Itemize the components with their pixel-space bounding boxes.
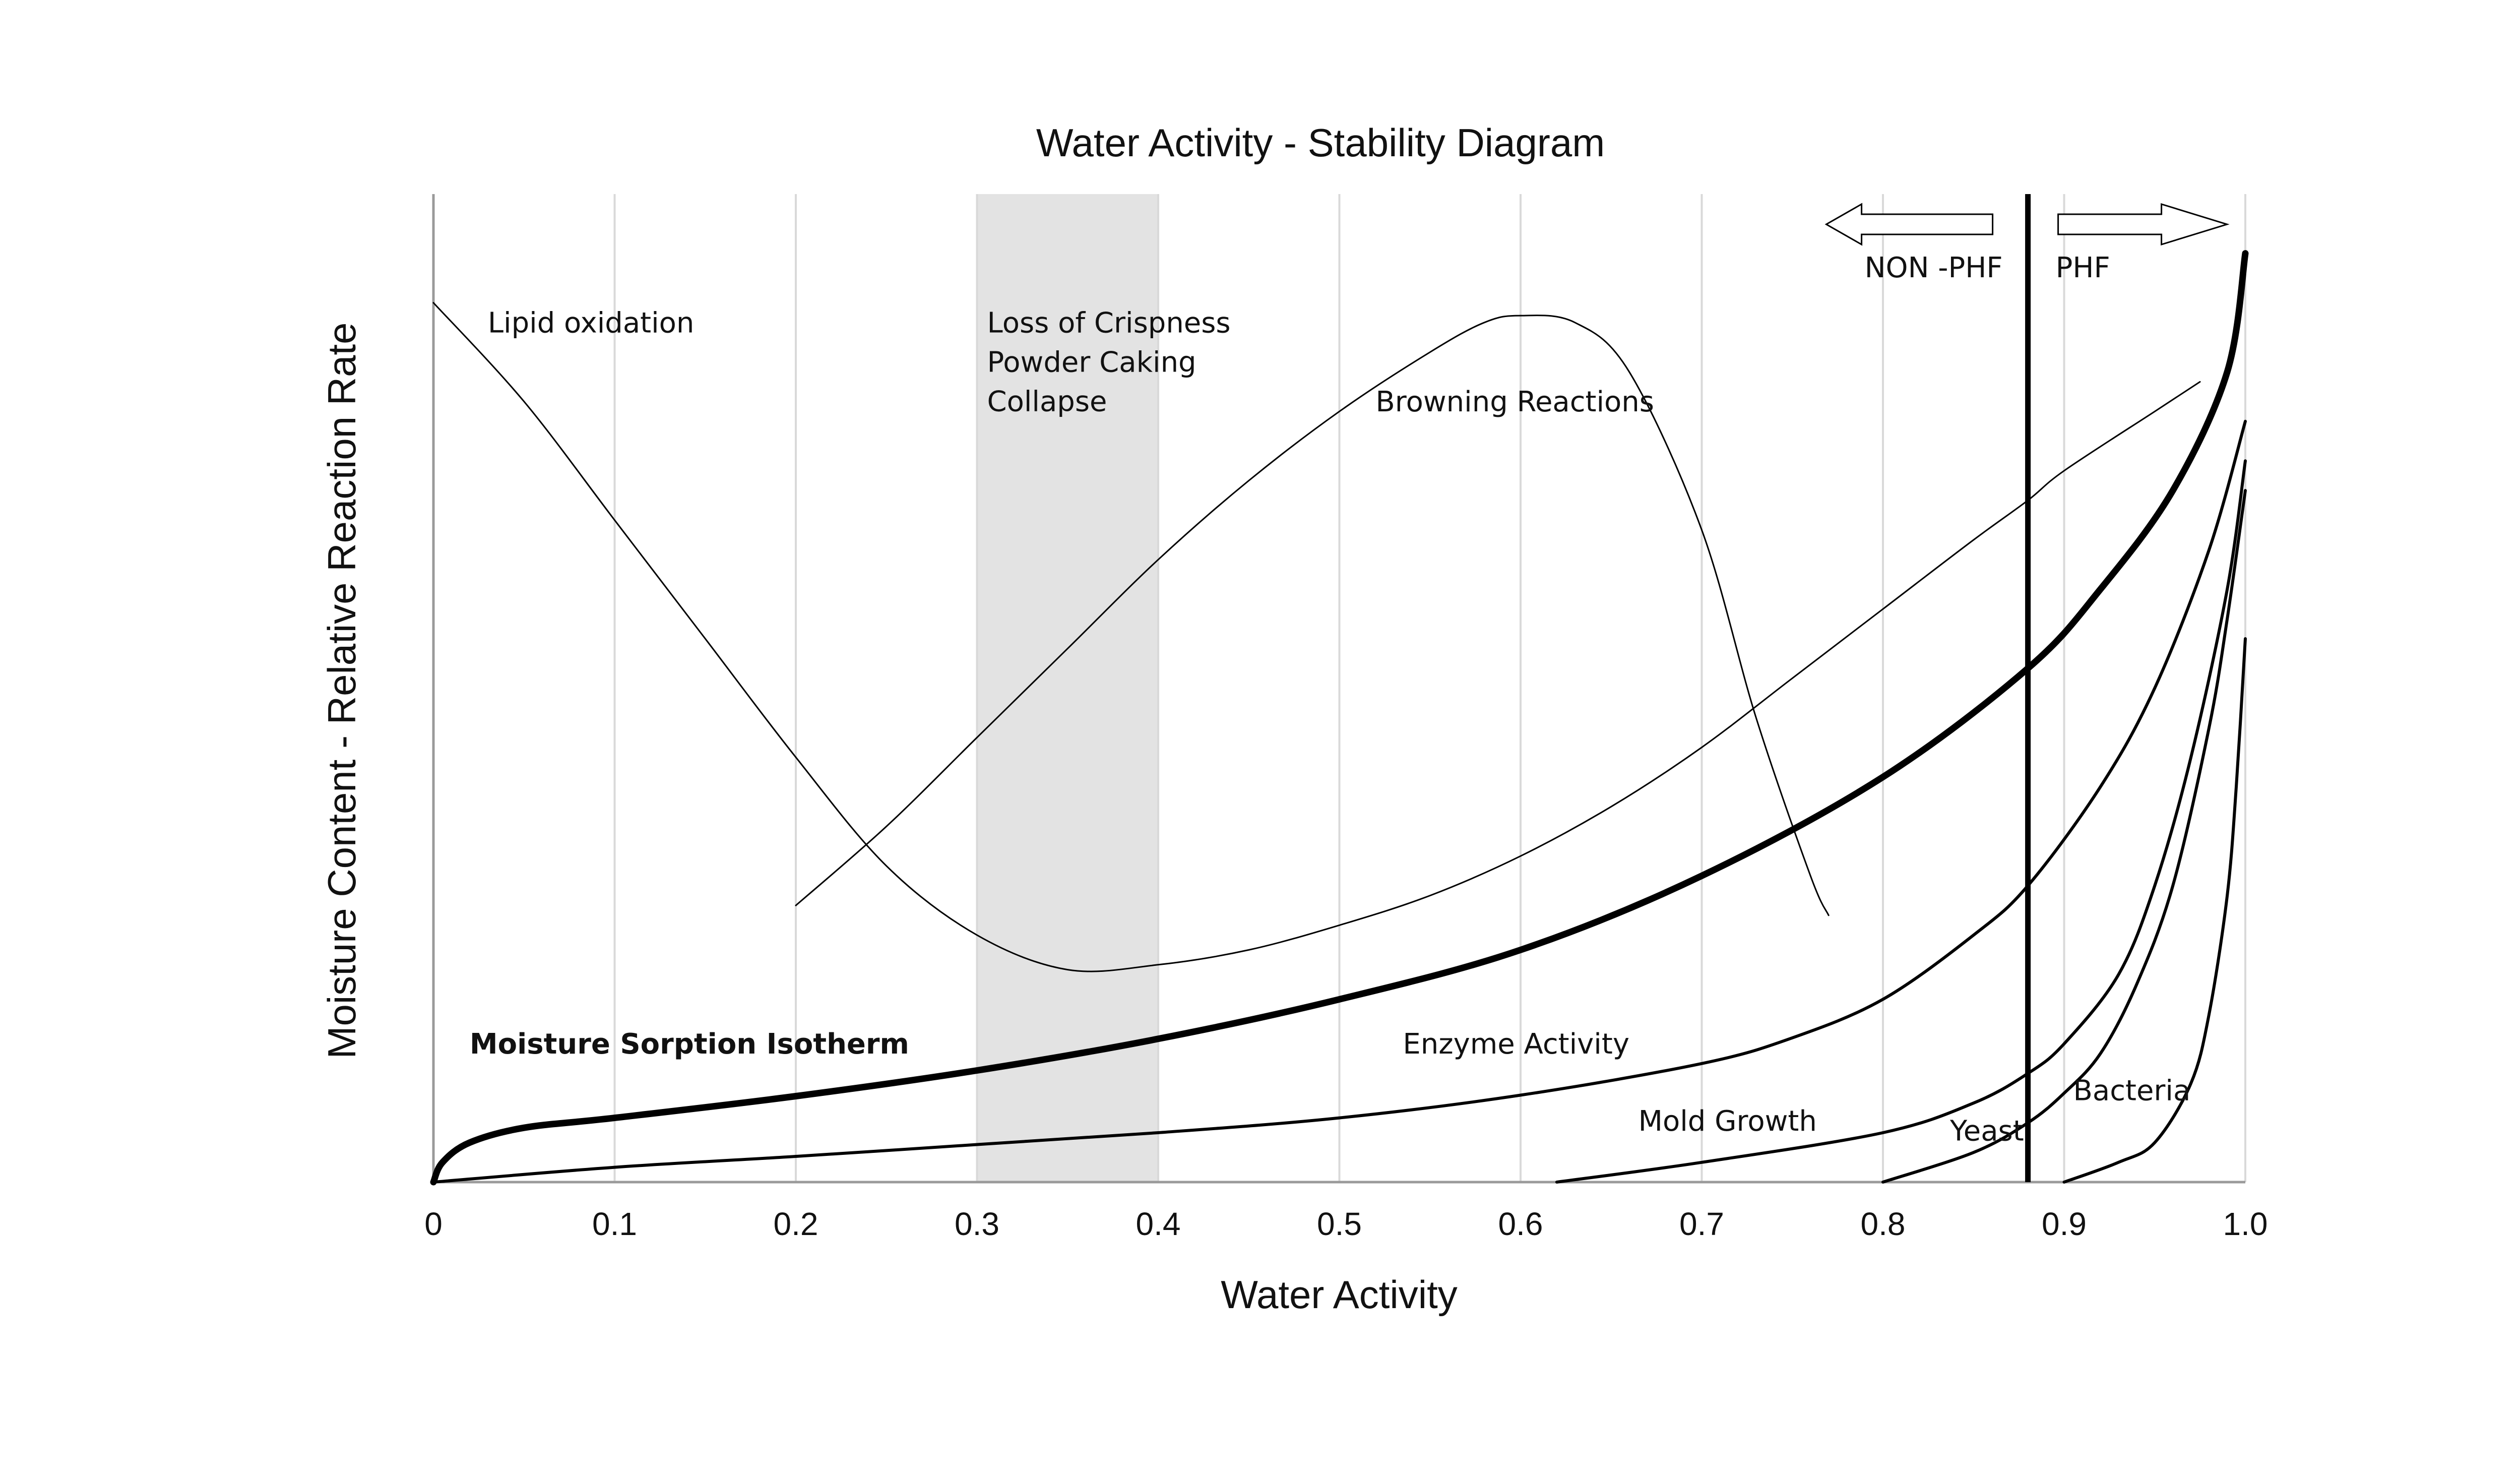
series-line-browning-reactions	[795, 315, 1830, 916]
x-tick-label: 1.0	[2223, 1206, 2268, 1242]
series-line-moisture-sorption-isotherm	[430, 250, 2249, 1186]
annotation-mold-growth: Mold Growth	[1639, 1105, 1817, 1138]
x-tick-label: 0.7	[1679, 1206, 1724, 1242]
band-label-powder-caking: Powder Caking	[987, 346, 1196, 379]
shaded-band-layer	[977, 194, 1158, 1182]
x-tick-label: 0.6	[1498, 1206, 1543, 1242]
x-tick-label: 0.3	[955, 1206, 999, 1242]
phf-label: PHF	[2056, 252, 2110, 284]
non-phf-label: NON -PHF	[1865, 252, 2003, 284]
annotation-browning-reactions: Browning Reactions	[1375, 386, 1654, 418]
vertical-grid	[613, 194, 2246, 1182]
chart-title: Water Activity - Stability Diagram	[1036, 120, 1605, 165]
annotation-yeast: Yeast	[1949, 1115, 2024, 1148]
x-tick-label: 0.9	[2042, 1206, 2087, 1242]
annotation-bacteria: Bacteria	[2073, 1074, 2190, 1107]
series-line-enzyme-activity	[432, 419, 2247, 1184]
x-tick-label: 0	[424, 1206, 443, 1242]
series-layer	[430, 250, 2249, 1186]
right-arrow-icon	[2057, 203, 2230, 246]
x-tick-label: 0.2	[774, 1206, 818, 1242]
series-line-mold-growth	[1555, 459, 2247, 1184]
x-tick-label: 0.8	[1861, 1206, 1906, 1242]
x-tick-labels: 0 0.1 0.2 0.3 0.4 0.5 0.6 0.7 0.8 0.9 1.0	[424, 1206, 2267, 1242]
annotation-moisture-sorption-isotherm: Moisture Sorption Isotherm	[470, 1028, 909, 1061]
x-tick-label: 0.1	[592, 1206, 637, 1242]
axes	[432, 194, 2245, 1184]
annotation-lipid-oxidation: Lipid oxidation	[488, 306, 695, 339]
phf-threshold: NON -PHF PHF	[1824, 194, 2230, 1182]
x-axis-label: Water Activity	[1221, 1272, 1458, 1317]
annotations: Lipid oxidation Browning Reactions Moistur…	[470, 306, 2190, 1147]
series-line-yeast	[1881, 489, 2247, 1184]
series-line-lipid-oxidation	[432, 302, 2201, 972]
y-axis-label: Moisture Content - Relative Reaction Rat…	[320, 322, 364, 1059]
annotation-enzyme-activity: Enzyme Activity	[1403, 1028, 1629, 1061]
x-tick-label: 0.5	[1317, 1206, 1362, 1242]
band-label-loss-of-crispness: Loss of Crispness	[987, 306, 1231, 339]
series-line-bacteria	[2062, 637, 2247, 1184]
x-tick-label: 0.4	[1136, 1206, 1181, 1242]
left-arrow-icon	[1824, 203, 1994, 246]
band-label-collapse: Collapse	[987, 385, 1107, 418]
shaded-band	[977, 194, 1158, 1182]
